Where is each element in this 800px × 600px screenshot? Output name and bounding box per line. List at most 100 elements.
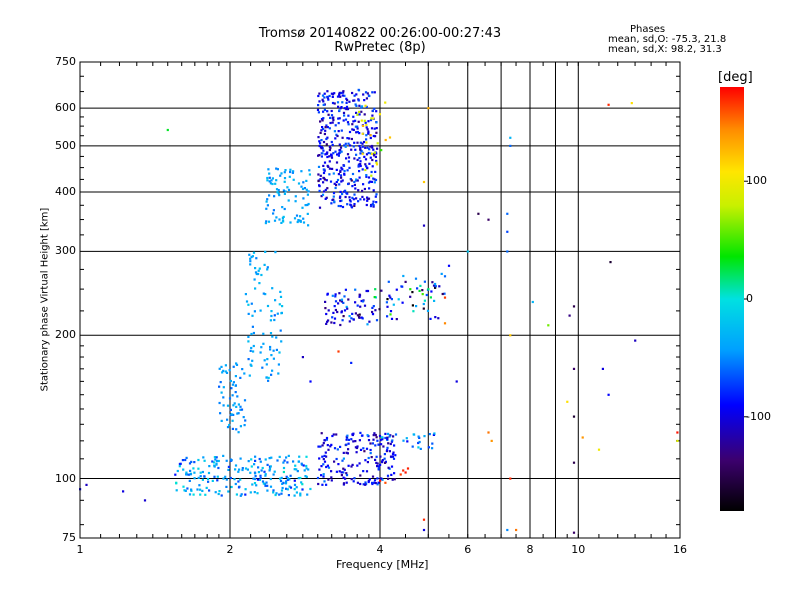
data-point [371,165,374,168]
data-point [355,104,358,107]
data-point [199,493,202,496]
data-point [202,456,205,459]
data-point [258,457,261,461]
data-point [373,296,376,299]
data-point [331,143,334,146]
data-point [350,465,353,468]
data-point [338,292,341,295]
data-point [339,95,342,98]
data-point [185,473,188,476]
data-point [345,472,348,475]
data-point [286,461,289,464]
data-point [340,300,343,303]
data-point [267,376,270,379]
data-point [361,189,364,192]
data-point [320,129,323,132]
data-point [339,169,342,172]
data-point [375,161,378,164]
data-point [373,479,377,482]
data-point [276,459,279,462]
data-point [222,454,225,457]
data-point [343,94,346,97]
data-point [289,221,292,224]
data-point [337,154,340,157]
data-point [345,481,348,484]
data-point [375,319,379,322]
data-point [372,200,375,203]
data-point [278,351,281,354]
data-point [325,143,328,146]
data-point [372,438,375,441]
data-point [335,181,338,184]
data-point [253,310,256,313]
data-point [282,470,285,474]
data-point [344,142,347,145]
data-point [349,144,352,147]
tick-label: 10 [571,543,586,556]
data-point [334,186,337,190]
data-point [216,475,219,478]
data-point [274,251,277,254]
data-point [374,178,378,182]
data-point [351,312,354,315]
data-point [321,483,324,486]
data-point [274,493,277,497]
data-point [319,142,322,145]
data-point [317,173,320,176]
data-point [268,180,271,183]
data-point [327,319,330,322]
data-point [254,477,257,481]
data-point [345,105,349,108]
data-point [358,170,361,173]
data-point [253,278,256,281]
data-point [304,475,307,478]
data-point [296,470,299,473]
data-point [366,166,369,169]
data-point [285,475,288,478]
data-point [275,167,278,170]
data-point [282,189,285,192]
data-point [394,454,397,457]
data-point [337,350,340,353]
data-point [369,448,372,452]
data-point [220,365,223,368]
data-point [379,479,382,482]
data-point [283,171,286,174]
data-point [364,459,367,462]
data-point [259,309,262,312]
data-point [406,440,409,443]
data-point [230,413,233,416]
data-point [279,174,282,177]
data-point [359,474,362,477]
data-point [276,191,279,194]
data-point [271,182,274,186]
data-point [257,466,260,469]
data-point [261,366,264,369]
data-point [409,295,412,298]
data-point [372,177,375,180]
data-point [224,364,227,367]
data-point [295,486,298,489]
data-point [227,468,230,471]
colorbar-tick-label: 0 [746,292,753,305]
data-point [317,94,320,98]
data-point [322,149,325,152]
data-point [368,320,371,323]
data-point [399,473,402,476]
data-point [190,489,193,492]
data-point [197,476,200,479]
data-point [261,466,264,470]
data-point [249,471,252,474]
data-point [263,359,266,362]
data-point [305,188,308,191]
data-point [322,127,325,131]
data-point [282,461,285,464]
data-point [334,308,337,312]
data-point [388,435,391,438]
data-point [327,113,330,116]
data-point [251,483,254,486]
data-point [237,480,240,483]
data-point [359,448,363,451]
data-point [262,292,265,295]
data-point [231,394,234,397]
